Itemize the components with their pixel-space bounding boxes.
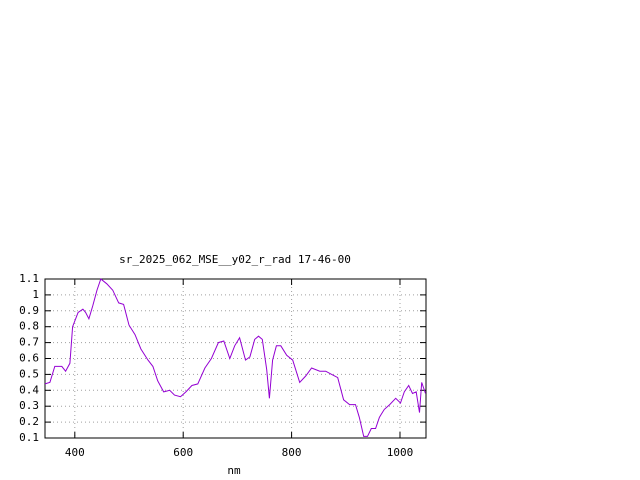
- x-tick-label: 400: [65, 446, 85, 459]
- y-tick-label: 0.1: [19, 431, 39, 444]
- x-tick-label: 800: [282, 446, 302, 459]
- y-tick-label: 0.9: [19, 304, 39, 317]
- chart-title: sr_2025_062_MSE__y02_r_rad 17-46-00: [119, 253, 351, 266]
- x-tick-label: 1000: [387, 446, 414, 459]
- y-tick-label: 0.3: [19, 399, 39, 412]
- y-tick-label: 1: [32, 288, 39, 301]
- y-tick-label: 0.6: [19, 352, 39, 365]
- y-tick-label: 1.1: [19, 272, 39, 285]
- x-tick-label: 600: [173, 446, 193, 459]
- data-line: [44, 278, 426, 437]
- plot-frame: [44, 278, 427, 439]
- y-tick-label: 0.8: [19, 320, 39, 333]
- y-tick-label: 0.7: [19, 336, 39, 349]
- y-tick-label: 0.5: [19, 367, 39, 380]
- y-tick-label: 0.2: [19, 415, 39, 428]
- x-axis-label: nm: [227, 464, 241, 477]
- y-tick-label: 0.4: [19, 383, 39, 396]
